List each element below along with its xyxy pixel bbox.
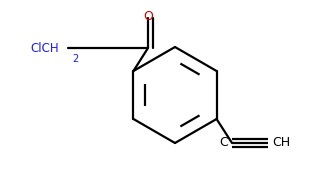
Text: O: O xyxy=(143,10,153,23)
Text: 2: 2 xyxy=(72,54,78,64)
Text: CH: CH xyxy=(272,137,290,150)
Text: C: C xyxy=(219,137,228,150)
Text: ClCH: ClCH xyxy=(30,42,59,54)
